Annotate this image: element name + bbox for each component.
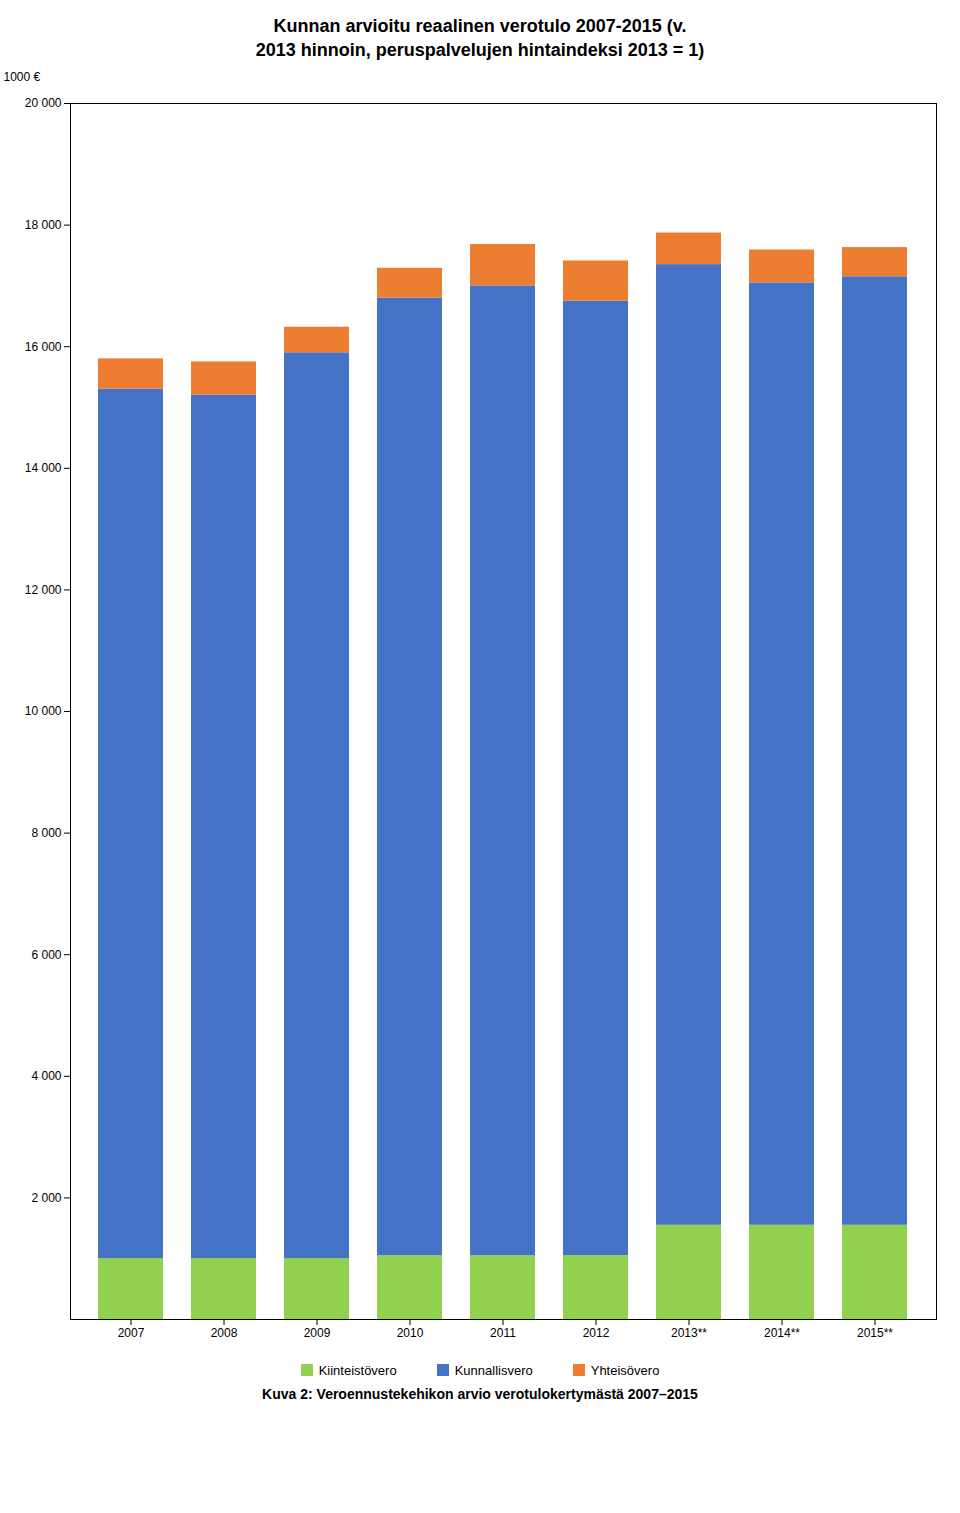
svg-text:12 000: 12 000 bbox=[25, 582, 62, 596]
svg-text:4 000: 4 000 bbox=[31, 1069, 61, 1083]
svg-text:2015**: 2015** bbox=[857, 1326, 893, 1340]
svg-text:1000 €: 1000 € bbox=[4, 70, 41, 84]
svg-text:6 000: 6 000 bbox=[31, 947, 61, 961]
svg-text:2009: 2009 bbox=[304, 1326, 331, 1340]
svg-text:2 000: 2 000 bbox=[31, 1190, 61, 1204]
svg-text:14 000: 14 000 bbox=[25, 461, 62, 475]
html-text:Kunnallisvero: Kunnallisvero bbox=[454, 1362, 533, 1378]
html-text:Yhteisövero: Yhteisövero bbox=[590, 1362, 660, 1378]
svg-text:2010: 2010 bbox=[397, 1326, 424, 1340]
html-text:Kuva 2: Veroennustekehikon arv: Kuva 2: Veroennustekehikon arvio verotul… bbox=[262, 1385, 698, 1402]
svg-text:2013**: 2013** bbox=[671, 1326, 707, 1340]
svg-text:2008: 2008 bbox=[211, 1326, 238, 1340]
svg-text:16 000: 16 000 bbox=[25, 339, 62, 353]
html-text:Kunnan arvioitu reaalinen vero: Kunnan arvioitu reaalinen verotulo 2007-… bbox=[255, 16, 705, 61]
html-text:Kiinteistövero: Kiinteistövero bbox=[318, 1362, 397, 1378]
svg-text:8 000: 8 000 bbox=[31, 826, 61, 840]
svg-text:2012: 2012 bbox=[583, 1326, 610, 1340]
svg-text:20 000: 20 000 bbox=[25, 96, 62, 110]
svg-text:18 000: 18 000 bbox=[25, 218, 62, 232]
svg-text:2007: 2007 bbox=[118, 1326, 145, 1340]
svg-text:10 000: 10 000 bbox=[25, 704, 62, 718]
svg-text:2014**: 2014** bbox=[764, 1326, 800, 1340]
svg-text:2011: 2011 bbox=[490, 1326, 516, 1340]
